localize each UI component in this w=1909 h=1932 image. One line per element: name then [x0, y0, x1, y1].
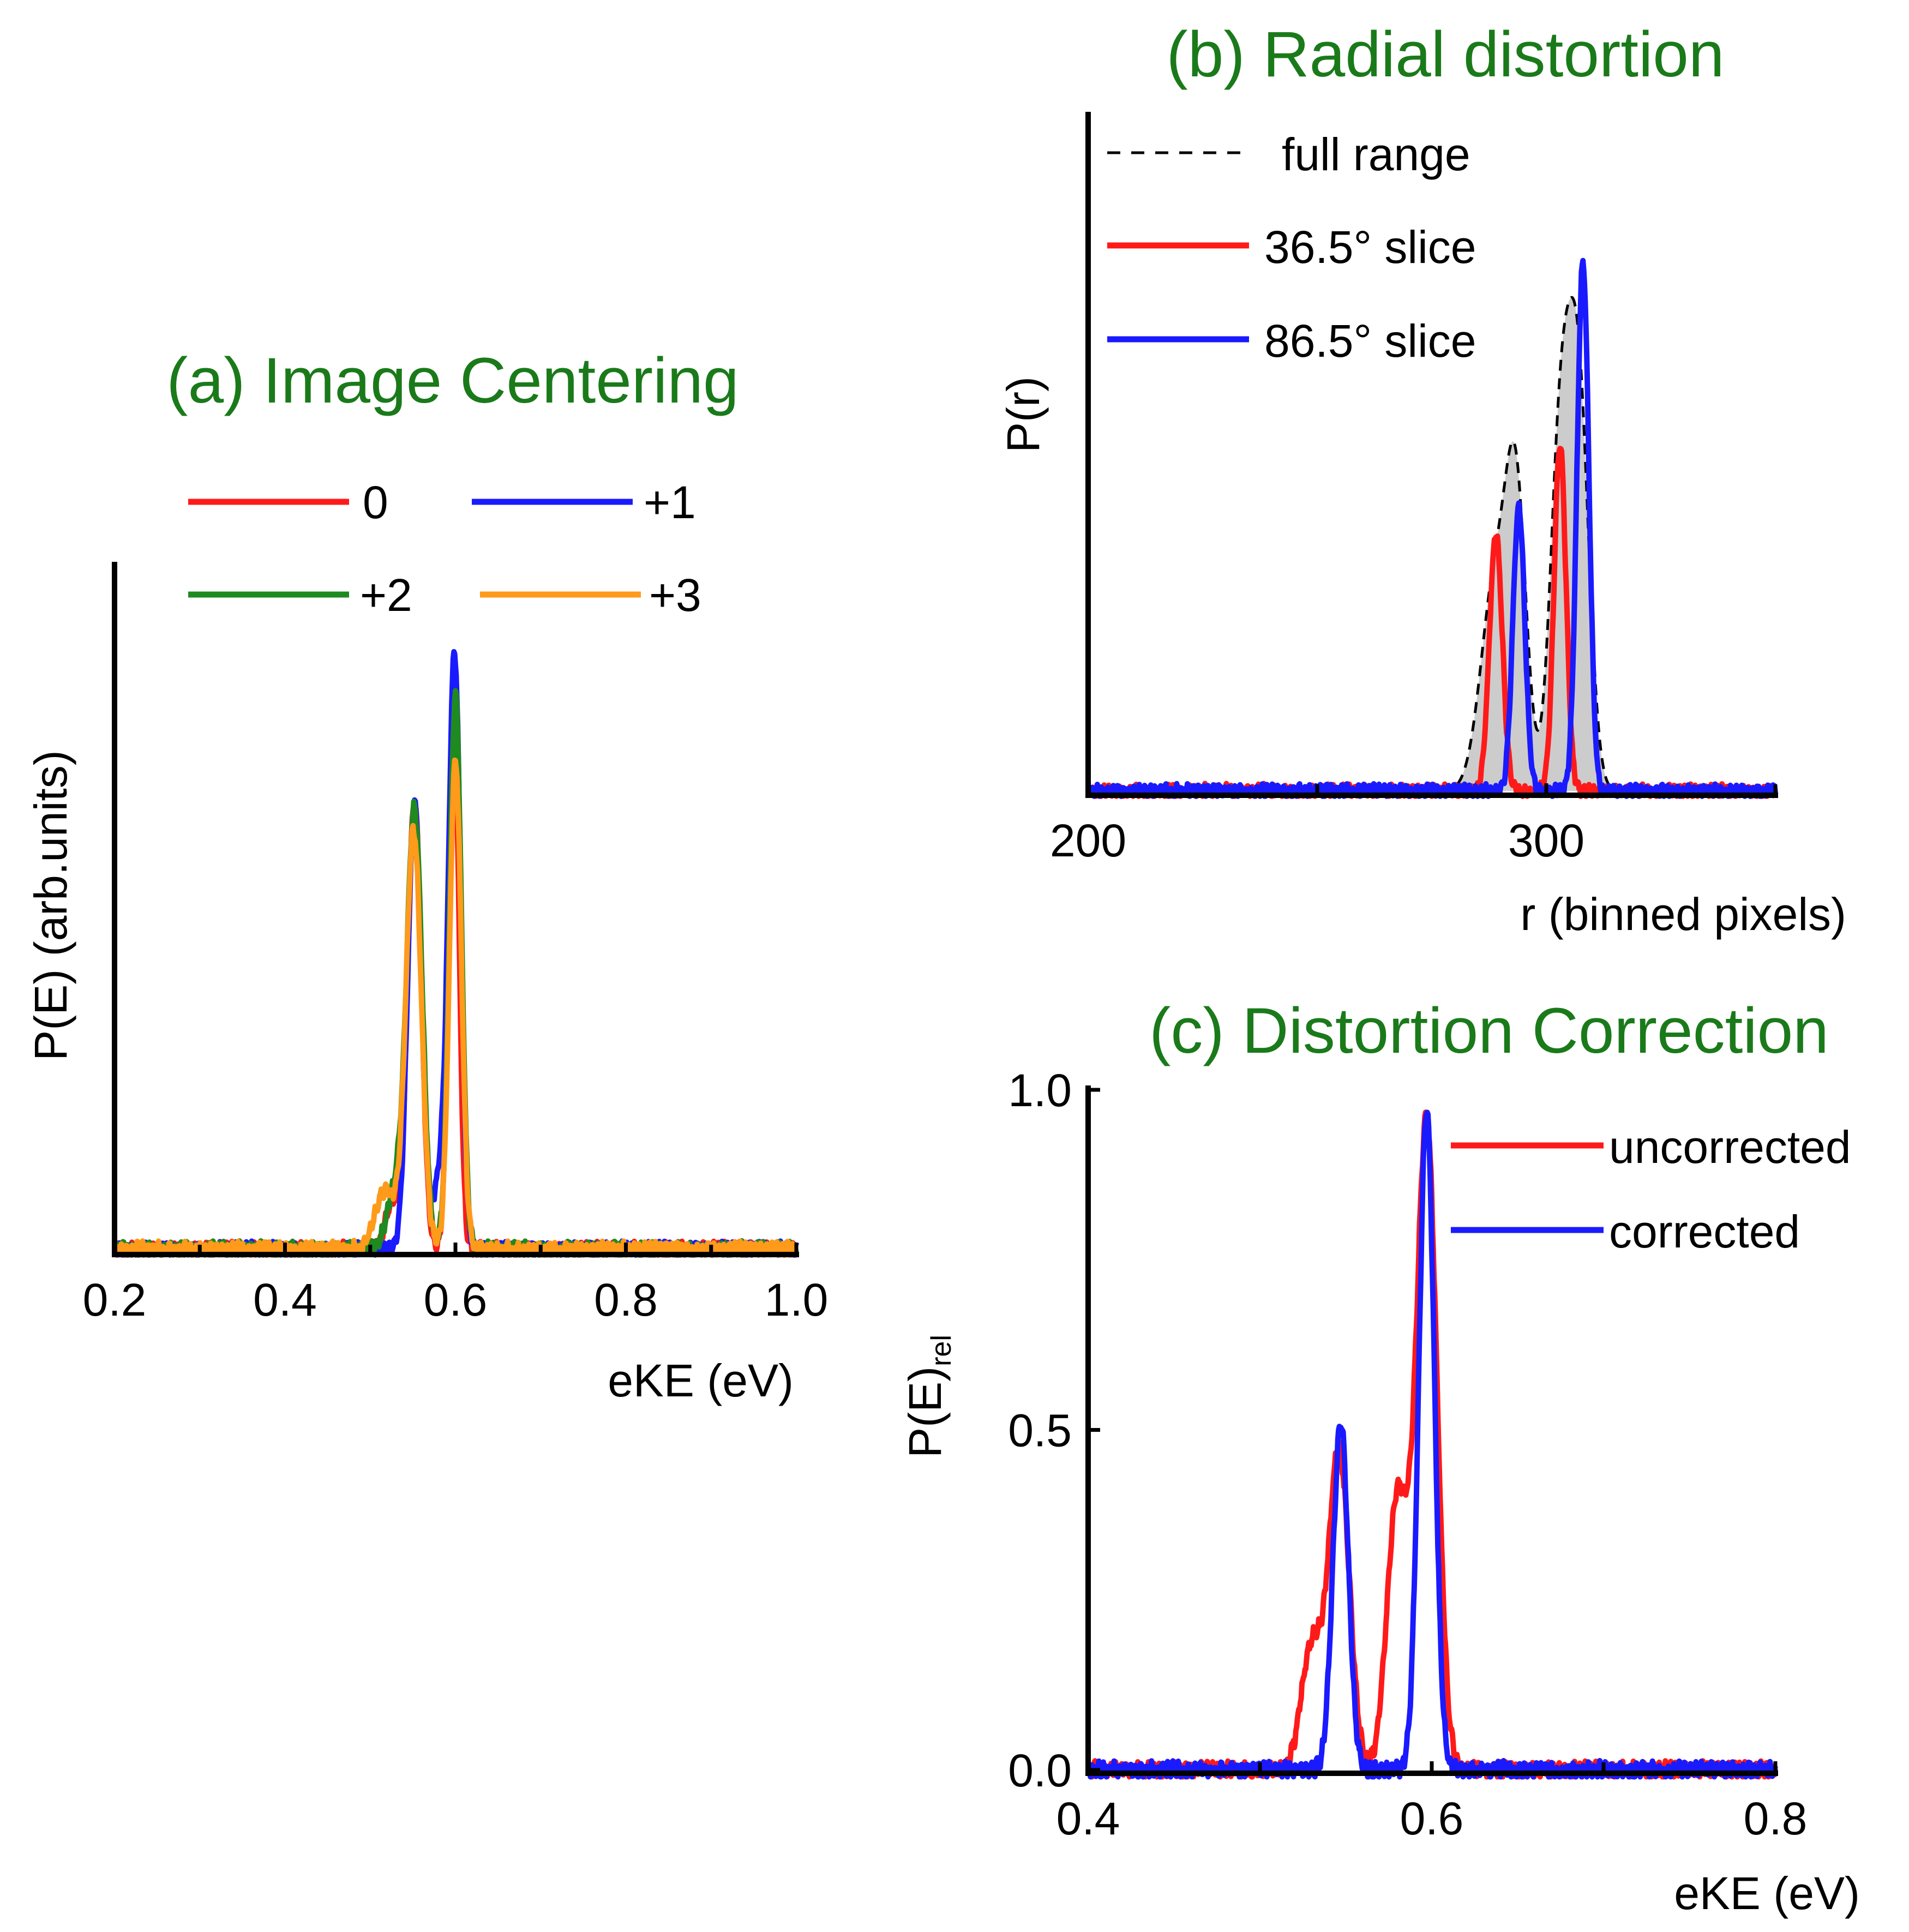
y-tick-label-1-0: 1.0: [1008, 1065, 1072, 1116]
legend-label-corrected: corrected: [1609, 1206, 1800, 1257]
panel-a-x-ticks: 0.2 0.4 0.6 0.8 1.0: [83, 1243, 829, 1325]
panel-b-title: (b) Radial distortion: [1166, 19, 1724, 91]
legend-label-plus2: +2: [360, 569, 412, 621]
panel-c-legend: uncorrected corrected: [1451, 1121, 1851, 1257]
x-tick-label-0-6: 0.6: [424, 1274, 488, 1325]
y-tick-label-0-0: 0.0: [1008, 1745, 1072, 1796]
x-tick-label-0-4: 0.4: [253, 1274, 317, 1325]
panel-b-x-axis-label: r (binned pixels): [1520, 889, 1846, 940]
x-tick-label-0-8: 0.8: [594, 1274, 658, 1325]
panel-c-x-axis-label: eKE (eV): [1674, 1868, 1860, 1919]
x-tick-label-0-6: 0.6: [1400, 1793, 1464, 1844]
panel-b-x-ticks: 200 300: [1050, 783, 1778, 866]
legend-label-plus3: +3: [649, 569, 701, 621]
x-tick-label-0-4: 0.4: [1056, 1793, 1120, 1844]
x-tick-label-0-8: 0.8: [1744, 1793, 1808, 1844]
panel-c-y-axis-label-subscript: rel: [926, 1335, 957, 1366]
panel-a-image-centering: (a) Image Centering 0 +1 +2 +3 0.2 0.4 0.6…: [25, 345, 828, 1406]
legend-label-full-range: full range: [1282, 129, 1470, 180]
panel-c-x-ticks: 0.4 0.6 0.8: [1056, 1761, 1808, 1844]
x-tick-label-200: 200: [1050, 815, 1126, 866]
x-tick-label-1-0: 1.0: [765, 1274, 829, 1325]
panel-c-y-ticks: 0.0 0.5 1.0: [1008, 1065, 1100, 1796]
panel-c-title: (c) Distortion Correction: [1149, 995, 1829, 1067]
panel-c-distortion-correction: (c) Distortion Correction uncorrected co…: [899, 995, 1860, 1919]
panel-c-y-axis-label-main: P(E): [899, 1366, 951, 1458]
y-tick-label-0-5: 0.5: [1008, 1405, 1072, 1456]
legend-label-36-5-slice: 36.5° slice: [1264, 221, 1476, 273]
legend-label-plus1: +1: [644, 477, 696, 528]
series-line-plus3: [112, 757, 799, 1258]
panel-a-legend: 0 +1 +2 +3: [188, 477, 701, 621]
series-line-86-5-slice: [1085, 257, 1778, 799]
legend-label-0: 0: [363, 477, 388, 528]
panel-a-title: (a) Image Centering: [166, 345, 739, 417]
x-tick-label-300: 300: [1508, 815, 1584, 866]
legend-label-uncorrected: uncorrected: [1609, 1121, 1851, 1173]
panel-b-radial-distortion: (b) Radial distortion full range 36.5° s…: [998, 19, 1846, 940]
panel-b-y-axis-label: P(r): [998, 376, 1049, 453]
panel-b-legend: full range 36.5° slice 86.5° slice: [1107, 129, 1476, 367]
x-tick-label-0-2: 0.2: [83, 1274, 147, 1325]
panel-a-y-axis-label: P(E) (arb.units): [25, 750, 76, 1060]
panel-a-x-axis-label: eKE (eV): [608, 1355, 794, 1406]
panel-c-y-axis-label: P(E)rel: [899, 1335, 957, 1458]
legend-label-86-5-slice: 86.5° slice: [1264, 315, 1476, 367]
